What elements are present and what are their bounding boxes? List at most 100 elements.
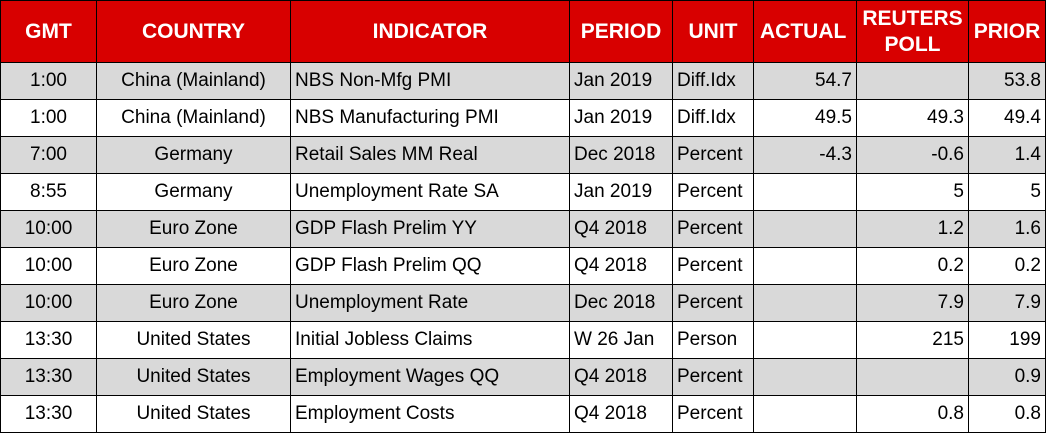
cell-country: Euro Zone: [96, 247, 291, 285]
cell-indicator: Employment Costs: [290, 395, 570, 433]
cell-reuters-poll: 5: [856, 173, 969, 211]
cell-period: Q4 2018: [569, 395, 673, 433]
cell-reuters-poll: [856, 358, 969, 396]
table-row: 7:00 Germany Retail Sales MM Real Dec 2018 P…: [0, 136, 1046, 174]
cell-period: Jan 2019: [569, 99, 673, 137]
table-row: 1:00 China (Mainland) NBS Manufacturing PM…: [0, 99, 1046, 137]
cell-period: Jan 2019: [569, 62, 673, 100]
cell-period: Q4 2018: [569, 358, 673, 396]
cell-reuters-poll: 0.8: [856, 395, 969, 433]
table-row: 8:55 Germany Unemployment Rate SA Jan 2019 P…: [0, 173, 1046, 211]
cell-reuters-poll: [856, 62, 969, 100]
cell-country: Germany: [96, 136, 291, 174]
cell-country: Euro Zone: [96, 284, 291, 322]
cell-unit: Diff.Idx: [672, 99, 754, 137]
cell-reuters-poll: 0.2: [856, 247, 969, 285]
table-row: 13:30 United States Employment Wages QQ Q4 …: [0, 358, 1046, 396]
cell-indicator: Unemployment Rate: [290, 284, 570, 322]
cell-gmt: 10:00: [0, 247, 97, 285]
cell-actual: 49.5: [753, 99, 857, 137]
cell-gmt: 1:00: [0, 99, 97, 137]
cell-prior: 199: [968, 321, 1046, 359]
header-row: GMT COUNTRY INDICATOR PERIOD UNIT ACTUAL…: [0, 0, 1046, 63]
cell-reuters-poll: 49.3: [856, 99, 969, 137]
cell-indicator: GDP Flash Prelim QQ: [290, 247, 570, 285]
cell-unit: Percent: [672, 358, 754, 396]
cell-indicator: Unemployment Rate SA: [290, 173, 570, 211]
cell-prior: 49.4: [968, 99, 1046, 137]
cell-actual: [753, 210, 857, 248]
header-reuters-poll: REUTERS POLL: [856, 0, 969, 63]
cell-prior: 5: [968, 173, 1046, 211]
cell-actual: [753, 321, 857, 359]
cell-indicator: Employment Wages QQ: [290, 358, 570, 396]
header-actual: ACTUAL: [753, 0, 857, 63]
cell-gmt: 10:00: [0, 284, 97, 322]
cell-prior: 1.4: [968, 136, 1046, 174]
cell-gmt: 10:00: [0, 210, 97, 248]
cell-country: United States: [96, 395, 291, 433]
cell-prior: 1.6: [968, 210, 1046, 248]
cell-country: Euro Zone: [96, 210, 291, 248]
cell-unit: Percent: [672, 173, 754, 211]
cell-unit: Percent: [672, 247, 754, 285]
cell-gmt: 13:30: [0, 321, 97, 359]
cell-indicator: GDP Flash Prelim YY: [290, 210, 570, 248]
cell-unit: Diff.Idx: [672, 62, 754, 100]
cell-actual: [753, 358, 857, 396]
cell-actual: 54.7: [753, 62, 857, 100]
cell-actual: [753, 395, 857, 433]
table-row: 10:00 Euro Zone GDP Flash Prelim QQ Q4 2018…: [0, 247, 1046, 285]
header-indicator: INDICATOR: [290, 0, 570, 63]
cell-country: United States: [96, 358, 291, 396]
cell-actual: [753, 173, 857, 211]
cell-gmt: 13:30: [0, 358, 97, 396]
cell-reuters-poll: -0.6: [856, 136, 969, 174]
cell-period: Jan 2019: [569, 173, 673, 211]
cell-period: Q4 2018: [569, 247, 673, 285]
cell-prior: 7.9: [968, 284, 1046, 322]
cell-unit: Percent: [672, 136, 754, 174]
cell-actual: [753, 247, 857, 285]
table-row: 13:30 United States Employment Costs Q4 201…: [0, 395, 1046, 433]
table-row: 10:00 Euro Zone GDP Flash Prelim YY Q4 2018…: [0, 210, 1046, 248]
cell-gmt: 1:00: [0, 62, 97, 100]
header-country: COUNTRY: [96, 0, 291, 63]
cell-reuters-poll: 1.2: [856, 210, 969, 248]
cell-period: Dec 2018: [569, 136, 673, 174]
cell-unit: Percent: [672, 284, 754, 322]
header-unit: UNIT: [672, 0, 754, 63]
header-gmt: GMT: [0, 0, 97, 63]
table-row: 13:30 United States Initial Jobless Claims…: [0, 321, 1046, 359]
header-period: PERIOD: [569, 0, 673, 63]
cell-prior: 0.8: [968, 395, 1046, 433]
cell-country: Germany: [96, 173, 291, 211]
cell-indicator: Retail Sales MM Real: [290, 136, 570, 174]
cell-indicator: NBS Manufacturing PMI: [290, 99, 570, 137]
cell-actual: [753, 284, 857, 322]
cell-actual: -4.3: [753, 136, 857, 174]
cell-country: China (Mainland): [96, 62, 291, 100]
cell-gmt: 13:30: [0, 395, 97, 433]
cell-gmt: 8:55: [0, 173, 97, 211]
header-poll-line2: POLL: [884, 32, 941, 56]
cell-gmt: 7:00: [0, 136, 97, 174]
table-row: 1:00 China (Mainland) NBS Non-Mfg PMI Jan 2…: [0, 62, 1046, 100]
cell-country: China (Mainland): [96, 99, 291, 137]
cell-indicator: Initial Jobless Claims: [290, 321, 570, 359]
cell-prior: 0.9: [968, 358, 1046, 396]
cell-unit: Person: [672, 321, 754, 359]
cell-country: United States: [96, 321, 291, 359]
cell-period: W 26 Jan: [569, 321, 673, 359]
cell-prior: 53.8: [968, 62, 1046, 100]
cell-unit: Percent: [672, 395, 754, 433]
header-prior: PRIOR: [968, 0, 1046, 63]
cell-unit: Percent: [672, 210, 754, 248]
cell-period: Dec 2018: [569, 284, 673, 322]
cell-indicator: NBS Non-Mfg PMI: [290, 62, 570, 100]
cell-period: Q4 2018: [569, 210, 673, 248]
cell-reuters-poll: 7.9: [856, 284, 969, 322]
cell-reuters-poll: 215: [856, 321, 969, 359]
cell-prior: 0.2: [968, 247, 1046, 285]
